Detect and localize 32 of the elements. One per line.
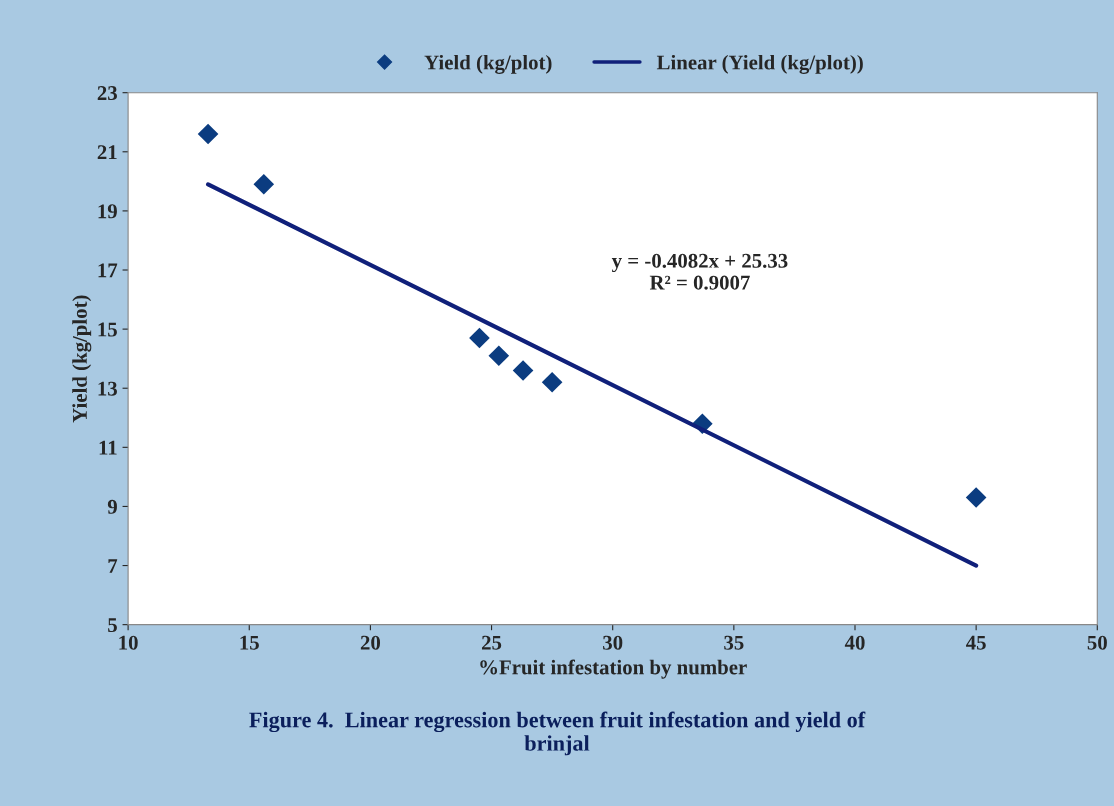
y-tick-label: 19 xyxy=(98,204,117,219)
x-axis-title: %Fruit infestation by number xyxy=(480,659,747,679)
y-tick-label: 9 xyxy=(107,499,117,514)
x-tick-label: 30 xyxy=(603,635,623,650)
x-tick-label: 40 xyxy=(844,635,865,650)
x-tick-label: 25 xyxy=(482,635,502,650)
x-tick-label: 45 xyxy=(966,635,986,650)
y-tick-label: 15 xyxy=(98,322,117,337)
point xyxy=(488,345,510,367)
point xyxy=(469,327,490,349)
y-tick-label: 7 xyxy=(108,559,118,573)
caption: Figure 4. Linear regression between fruit infestation and yield of brinjal xyxy=(249,711,866,756)
point xyxy=(965,487,987,508)
point xyxy=(512,360,534,381)
legend-label: Linear (Yield (kg/plot)) xyxy=(656,54,863,74)
y-tick-label: 13 xyxy=(98,381,117,396)
y-tick-label: 23 xyxy=(97,86,117,101)
point xyxy=(253,174,275,195)
y-tick-label: 5 xyxy=(108,618,117,633)
y-tick-label: 17 xyxy=(98,263,118,278)
legend-label: Yield (kg/plot) xyxy=(424,54,552,74)
y-tick-label: 11 xyxy=(99,440,117,455)
x-tick-label: 20 xyxy=(360,635,381,650)
point xyxy=(197,123,219,145)
y-axis-title: Yield (kg/plot) xyxy=(72,295,92,423)
point xyxy=(541,372,563,393)
annotation: y = -0.4082x + 25.33 R² = 0.9007 xyxy=(611,253,788,290)
y-tick-label: 21 xyxy=(97,145,117,160)
x-tick-label: 15 xyxy=(240,635,259,650)
x-tick-label: 35 xyxy=(724,635,744,650)
x-tick-label: 10 xyxy=(119,635,138,650)
x-tick-label: 50 xyxy=(1087,635,1107,650)
